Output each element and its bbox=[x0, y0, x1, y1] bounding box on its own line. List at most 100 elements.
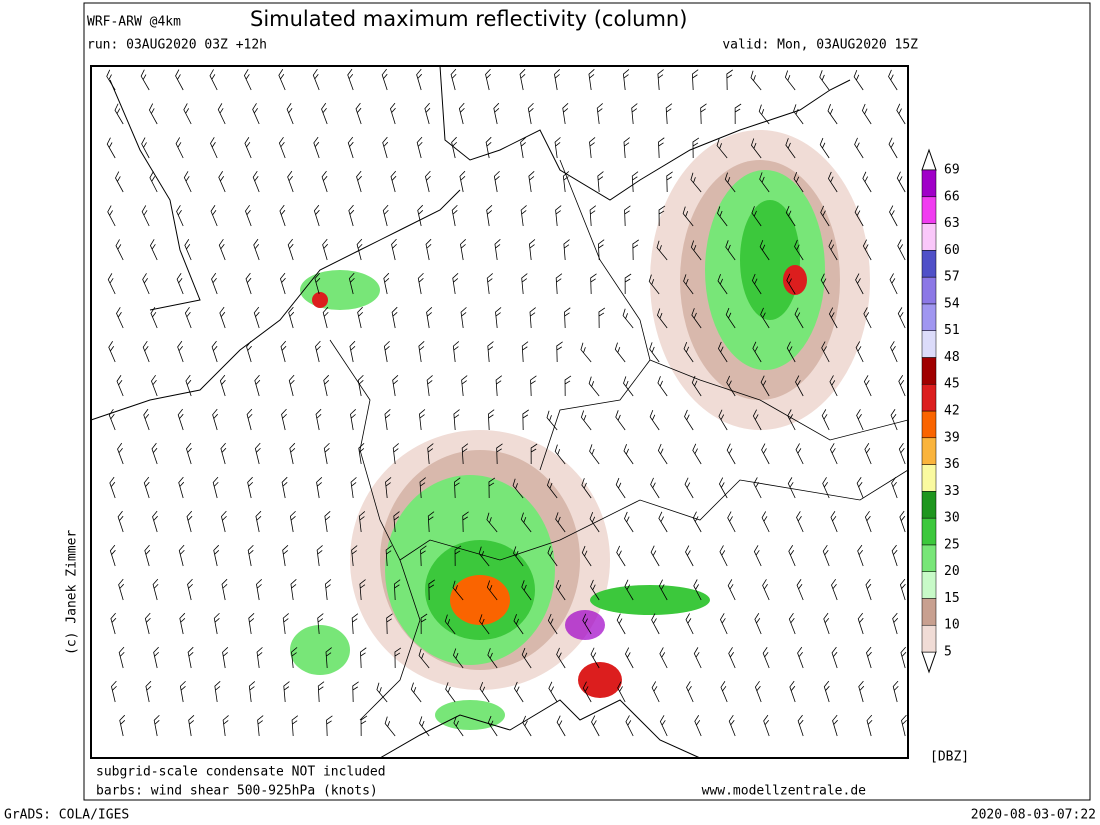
echo bbox=[312, 292, 328, 308]
wind-barb bbox=[352, 681, 359, 703]
wind-barb bbox=[794, 239, 804, 261]
wind-barb bbox=[530, 375, 537, 397]
wind-barb bbox=[683, 341, 694, 363]
wind-barb bbox=[513, 546, 524, 567]
wind-barb bbox=[762, 579, 770, 601]
wind-barb bbox=[478, 546, 490, 567]
barb-shaft bbox=[247, 544, 254, 567]
barb-shaft bbox=[615, 477, 626, 499]
wind-barb bbox=[590, 647, 600, 669]
wind-barb bbox=[279, 204, 286, 227]
barb-shaft bbox=[115, 239, 124, 261]
barb-shaft bbox=[382, 204, 389, 227]
barb-shaft bbox=[718, 341, 728, 363]
wind-barb bbox=[355, 102, 362, 125]
barb-shaft bbox=[461, 375, 468, 397]
wind-barb bbox=[323, 374, 330, 397]
wind-barb bbox=[889, 273, 898, 295]
barb-shaft bbox=[149, 171, 158, 193]
barb-shaft bbox=[547, 613, 558, 635]
wind-barb bbox=[454, 545, 462, 567]
barb-shaft bbox=[786, 341, 796, 363]
wind-barb bbox=[597, 239, 605, 261]
barb-shaft bbox=[419, 477, 426, 499]
wind-barb bbox=[178, 544, 185, 567]
barb-shaft bbox=[753, 545, 762, 567]
wind-barb bbox=[417, 204, 424, 227]
wind-barb bbox=[386, 613, 393, 635]
barb-shaft bbox=[901, 714, 907, 737]
barb-shaft bbox=[512, 478, 524, 499]
wind-barb bbox=[863, 375, 872, 397]
colorbar-label: 42 bbox=[944, 404, 960, 419]
wind-barb bbox=[718, 341, 728, 363]
barb-shaft bbox=[897, 239, 906, 261]
barb-shaft bbox=[179, 612, 186, 635]
barb-shaft bbox=[556, 715, 566, 737]
colorbar-label: 57 bbox=[944, 270, 960, 285]
barb-shaft bbox=[426, 375, 433, 397]
wind-barb bbox=[512, 478, 524, 499]
barb-shaft bbox=[317, 681, 325, 703]
wind-barb bbox=[513, 614, 524, 635]
wind-barb bbox=[648, 274, 660, 295]
barb-shaft bbox=[754, 613, 762, 635]
wind-barb bbox=[520, 205, 527, 227]
wind-barb bbox=[445, 682, 456, 703]
wind-barb bbox=[487, 341, 494, 363]
wind-barb bbox=[486, 512, 498, 533]
wind-barb bbox=[349, 340, 356, 363]
wind-barb bbox=[420, 613, 428, 635]
barb-shaft bbox=[116, 307, 124, 329]
wind-barb bbox=[393, 579, 401, 601]
barb-shaft bbox=[898, 442, 906, 465]
barb-shaft bbox=[175, 137, 184, 159]
barb-shaft bbox=[391, 238, 397, 261]
barb-shaft bbox=[547, 546, 558, 567]
barb-shaft bbox=[219, 306, 226, 329]
wind-barb bbox=[728, 714, 736, 737]
wind-barb bbox=[684, 477, 694, 499]
barb-shaft bbox=[107, 205, 116, 227]
wind-barb bbox=[359, 579, 366, 601]
wind-barb bbox=[692, 443, 702, 465]
barb-shaft bbox=[684, 477, 694, 499]
wind-barb bbox=[656, 240, 668, 261]
barb-shaft bbox=[830, 511, 838, 533]
barb-shaft bbox=[348, 204, 355, 227]
barb-shaft bbox=[186, 510, 193, 533]
wind-barb bbox=[424, 102, 431, 125]
wind-barb bbox=[658, 205, 666, 227]
barb-shaft bbox=[176, 272, 184, 295]
colorbar-box bbox=[921, 276, 937, 305]
barb-shaft bbox=[624, 579, 634, 601]
wind-barb bbox=[350, 477, 357, 499]
barb-shaft bbox=[690, 240, 702, 261]
wind-barb bbox=[281, 476, 288, 499]
barb-shaft bbox=[253, 306, 260, 329]
barb-shaft bbox=[828, 307, 838, 329]
barb-shaft bbox=[425, 238, 432, 261]
wind-barb bbox=[245, 204, 252, 227]
wind-barb bbox=[898, 442, 906, 465]
barb-shaft bbox=[888, 137, 898, 159]
barb-shaft bbox=[700, 103, 707, 125]
barb-shaft bbox=[479, 614, 490, 635]
barb-shaft bbox=[758, 104, 770, 125]
barb-shaft bbox=[590, 647, 600, 669]
wind-barb bbox=[282, 613, 289, 635]
colorbar-label: 20 bbox=[944, 564, 960, 579]
wind-barb bbox=[691, 308, 702, 329]
wind-barb bbox=[382, 204, 389, 227]
barb-shaft bbox=[862, 239, 872, 261]
wind-barb bbox=[719, 545, 728, 567]
barb-shaft bbox=[287, 238, 294, 261]
wind-barb bbox=[145, 680, 152, 703]
wind-barb bbox=[864, 443, 872, 465]
wind-barb bbox=[514, 681, 524, 703]
wind-barb bbox=[213, 612, 220, 635]
barb-shaft bbox=[658, 511, 668, 533]
barb-shaft bbox=[686, 681, 694, 703]
barb-shaft bbox=[283, 681, 290, 703]
barb-shaft bbox=[392, 443, 399, 465]
